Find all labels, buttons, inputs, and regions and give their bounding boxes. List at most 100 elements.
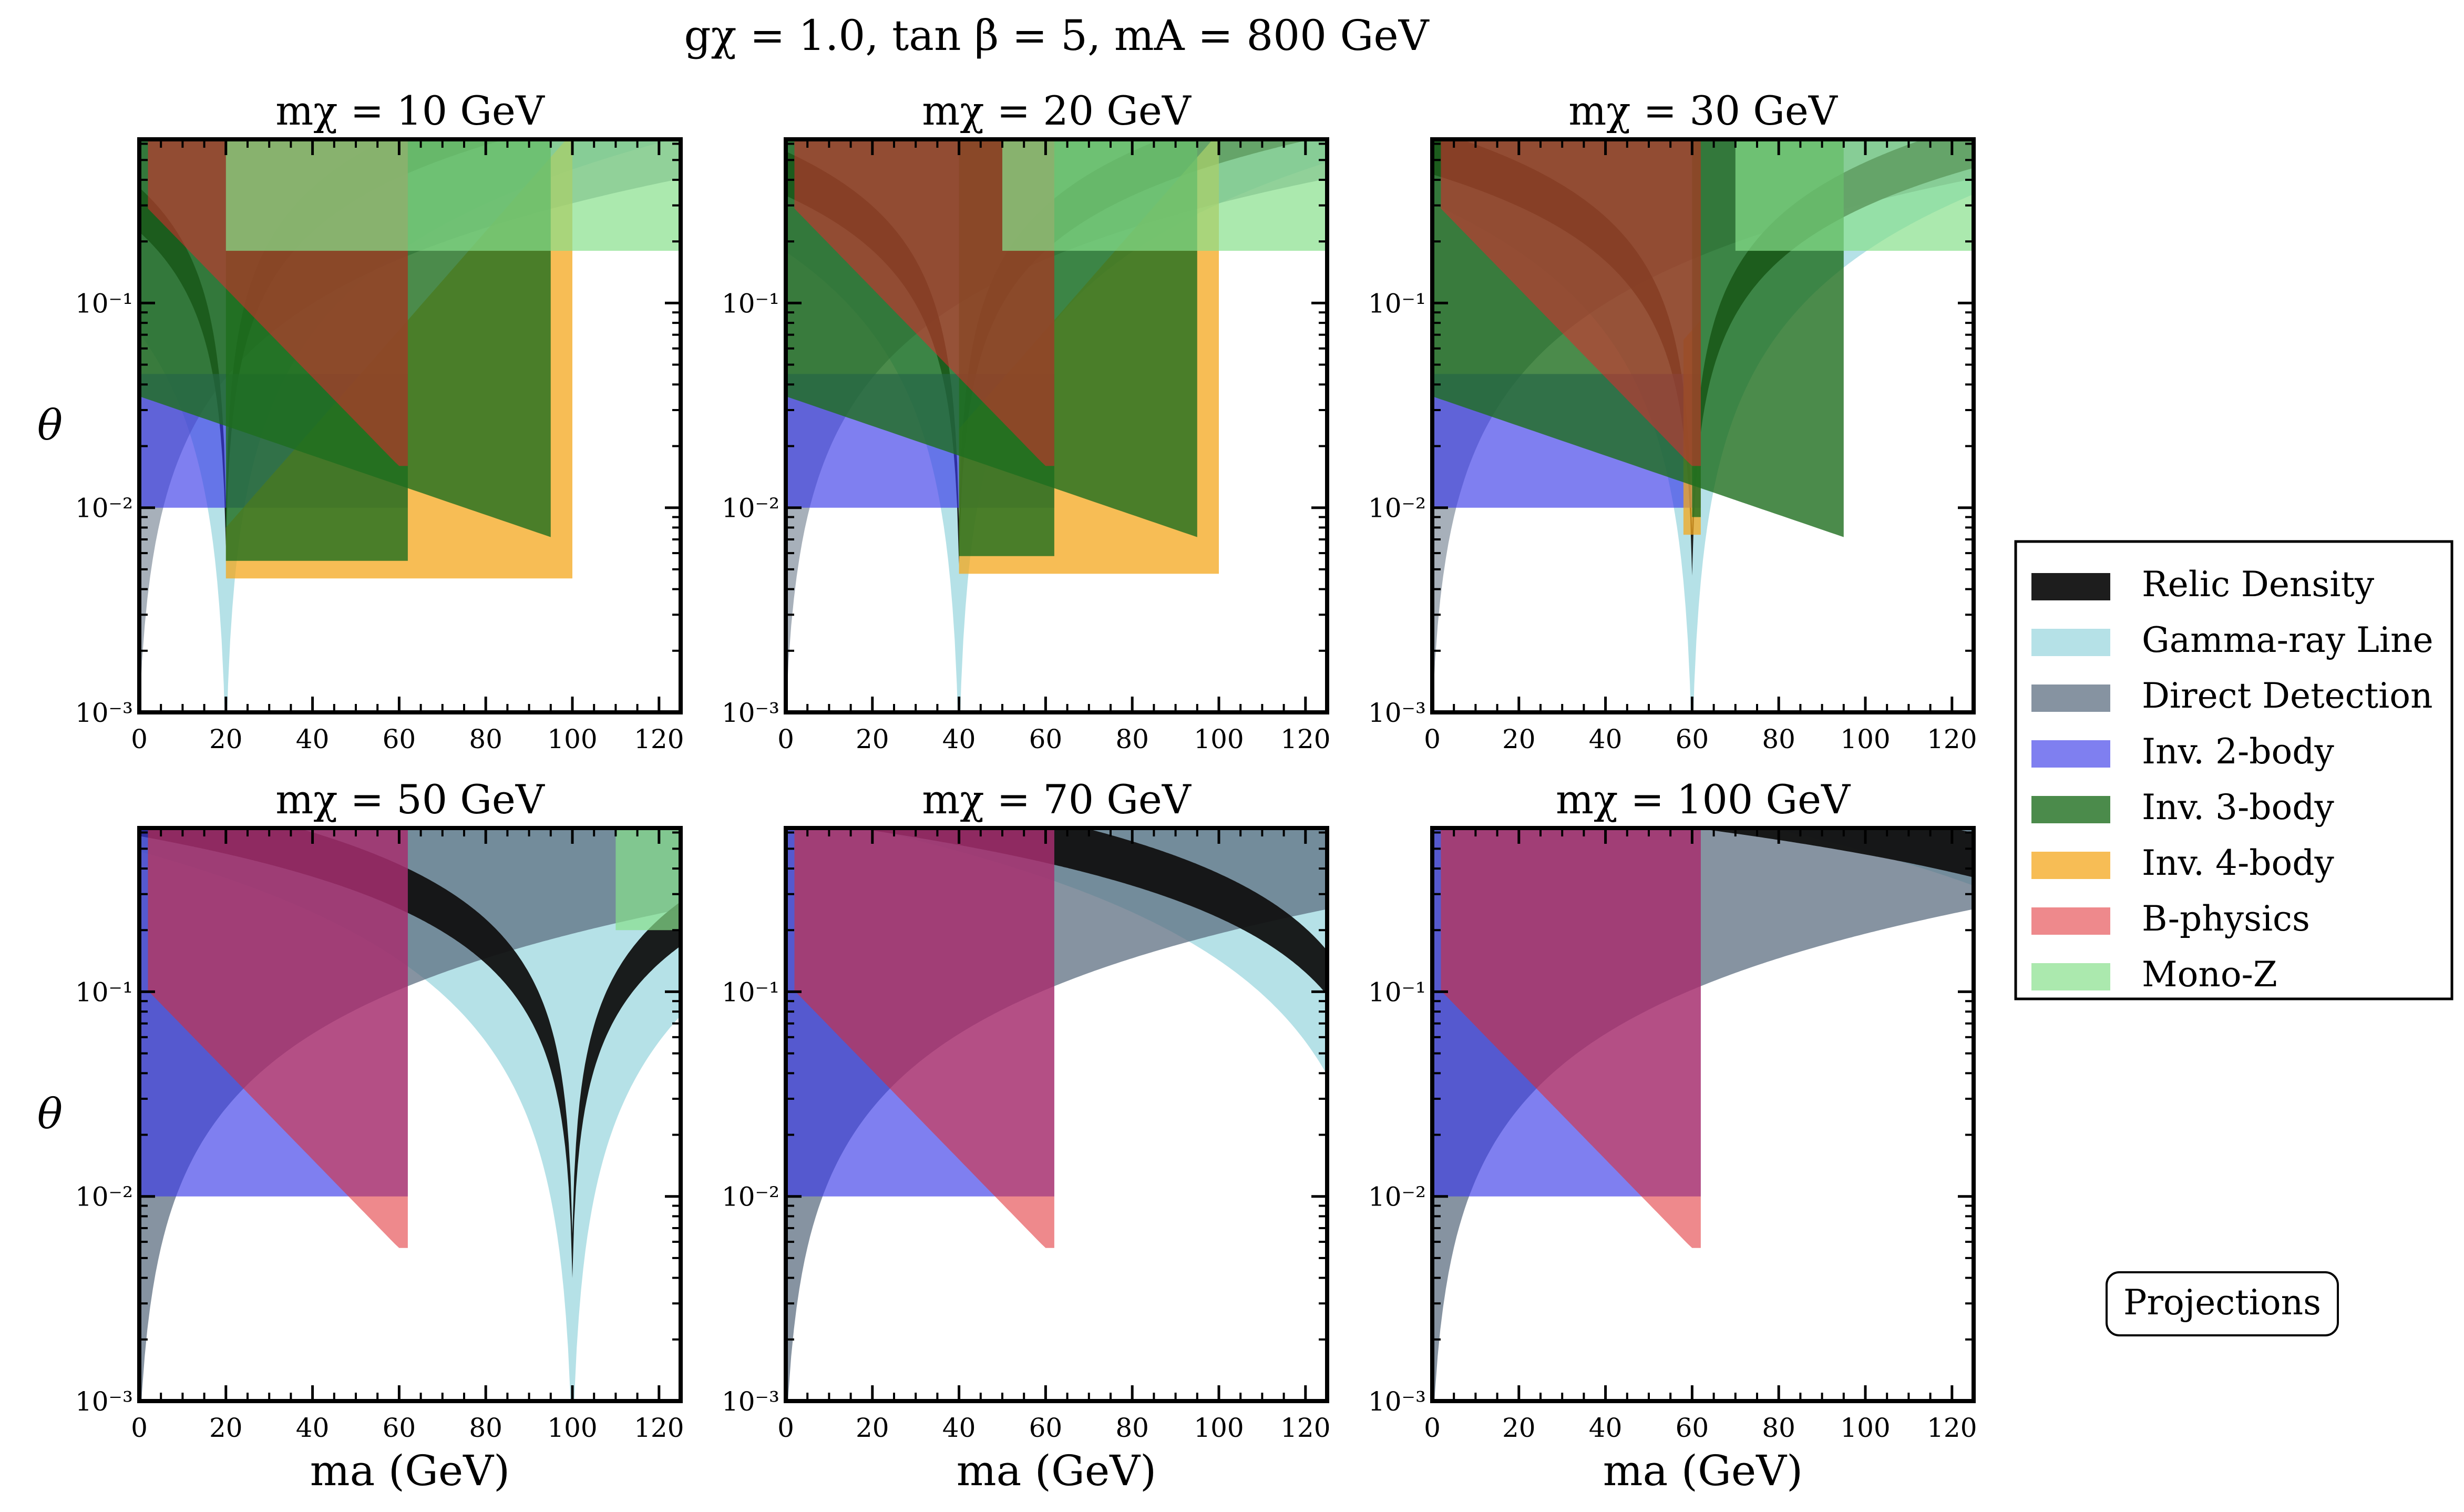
x-tick-label: 40: [1589, 724, 1623, 754]
y-tick-label: 10⁻³: [1368, 698, 1426, 728]
panel-title: mχ = 30 GeV: [1568, 87, 1838, 134]
x-tick-label: 40: [296, 724, 330, 754]
legend-entry-inv4: Inv. 4-body: [2031, 843, 2335, 883]
y-ticks: 10⁻³ 10⁻² 10⁻¹: [722, 831, 1327, 1417]
legend-entry-bphys: B-physics: [2031, 898, 2310, 939]
plot-area: [1432, 139, 1974, 712]
x-axis-label: ma (GeV): [1603, 1446, 1803, 1495]
legend-swatch: [2031, 685, 2110, 712]
y-tick-label: 10⁻¹: [75, 977, 133, 1007]
plot-area: [1432, 828, 1974, 1401]
y-axis-label: θ: [37, 401, 63, 449]
y-tick-label: 10⁻³: [75, 1386, 133, 1417]
y-tick-label: 10⁻¹: [1368, 977, 1426, 1007]
x-tick-label: 80: [469, 724, 502, 754]
b-physics-region: [794, 139, 1054, 466]
panel-title: mχ = 20 GeV: [922, 87, 1192, 134]
legend-entry-gamma: Gamma-ray Line: [2031, 620, 2434, 660]
x-tick-label: 60: [1029, 1413, 1063, 1443]
x-tick-label: 80: [1762, 1413, 1795, 1443]
x-tick-label: 60: [1676, 1413, 1709, 1443]
legend-entry-inv3: Inv. 3-body: [2031, 787, 2335, 827]
x-tick-label: 120: [634, 724, 684, 754]
x-tick-label: 80: [1115, 1413, 1149, 1443]
plot-area: [139, 139, 681, 712]
y-tick-label: 10⁻²: [75, 493, 133, 524]
legend: Relic Density Gamma-ray Line Direct Detect…: [2014, 540, 2453, 1000]
x-tick-label: 0: [777, 1413, 794, 1443]
x-tick-label: 0: [131, 724, 148, 754]
x-tick-label: 40: [942, 1413, 976, 1443]
legend-swatch: [2031, 573, 2110, 600]
x-tick-label: 60: [1029, 724, 1063, 754]
gamma-ray-line-region: [139, 828, 681, 1401]
legend-entry-direct: Direct Detection: [2031, 676, 2433, 716]
x-tick-label: 60: [383, 1413, 416, 1443]
b-physics-region: [1441, 828, 1701, 1248]
x-tick-label: 80: [1115, 724, 1149, 754]
panel-title: mχ = 100 GeV: [1556, 776, 1851, 823]
x-axis-label: ma (GeV): [957, 1446, 1156, 1495]
x-tick-label: 120: [1280, 724, 1330, 754]
x-tick-label: 120: [1927, 724, 1977, 754]
panel-title: mχ = 50 GeV: [275, 776, 545, 823]
x-tick-label: 20: [856, 1413, 889, 1443]
y-ticks: 10⁻³ 10⁻² 10⁻¹: [75, 142, 681, 728]
legend-label: Relic Density: [2142, 564, 2375, 605]
projections-note: Projections: [2106, 1271, 2339, 1336]
panel-50: 0 20 40 60 80 100 120 10⁻³ 10⁻² 10⁻¹ mχ = 50 GeV ma…: [37, 776, 684, 1495]
panel-10: 0 20 40 60 80 100 120 10⁻³ 10⁻² 10⁻¹ mχ = 10 GeV θ: [37, 87, 684, 754]
x-ticks: 0 20 40 60 80 100 120: [777, 139, 1331, 754]
x-tick-label: 100: [1840, 724, 1890, 754]
y-tick-label: 10⁻¹: [722, 977, 779, 1007]
x-tick-label: 20: [209, 1413, 243, 1443]
axes-frame: [137, 137, 683, 714]
x-tick-label: 0: [1424, 724, 1441, 754]
x-tick-label: 0: [777, 724, 794, 754]
legend-entry-monoz: Mono-Z: [2031, 954, 2277, 995]
plot-area: [139, 828, 681, 1401]
y-tick-label: 10⁻³: [722, 698, 779, 728]
y-tick-label: 10⁻³: [75, 698, 133, 728]
legend-label: Inv. 4-body: [2142, 843, 2335, 883]
x-tick-label: 20: [209, 724, 243, 754]
y-tick-label: 10⁻²: [1368, 493, 1426, 524]
y-ticks: 10⁻³ 10⁻² 10⁻¹: [1368, 831, 1974, 1417]
y-ticks: 10⁻³ 10⁻² 10⁻¹: [1368, 142, 1974, 728]
legend-swatch: [2031, 740, 2110, 768]
projections-note-text: Projections: [2123, 1282, 2321, 1323]
panel-title: mχ = 70 GeV: [922, 776, 1192, 823]
plot-area: [786, 828, 1327, 1401]
y-tick-label: 10⁻³: [1368, 1386, 1426, 1417]
x-tick-label: 80: [1762, 724, 1795, 754]
legend-entry-inv2: Inv. 2-body: [2031, 731, 2335, 772]
x-tick-label: 40: [1589, 1413, 1623, 1443]
x-tick-label: 120: [1280, 1413, 1330, 1443]
panel-20: 0 20 40 60 80 100 120 10⁻³ 10⁻² 10⁻¹ mχ = 20 GeV: [722, 87, 1331, 754]
mono-z-region: [1735, 139, 1974, 251]
relic-density-band: [856, 828, 1327, 995]
legend-swatch: [2031, 852, 2110, 879]
x-axis-label: ma (GeV): [310, 1446, 510, 1495]
y-tick-label: 10⁻²: [75, 1182, 133, 1212]
legend-swatch: [2031, 963, 2110, 990]
mono-z-region: [225, 139, 681, 251]
axes-frame: [137, 826, 683, 1403]
legend-swatch: [2031, 907, 2110, 935]
x-ticks: 0 20 40 60 80 100 120: [1424, 828, 1977, 1443]
x-tick-label: 20: [1502, 724, 1536, 754]
legend-label: Inv. 2-body: [2142, 731, 2335, 772]
x-tick-label: 120: [1927, 1413, 1977, 1443]
y-axis-label: θ: [37, 1089, 63, 1138]
y-tick-label: 10⁻²: [722, 1182, 779, 1212]
legend-label: Inv. 3-body: [2142, 787, 2335, 827]
axes-frame: [784, 137, 1329, 714]
axes-frame: [1430, 137, 1976, 714]
legend-label: Direct Detection: [2142, 676, 2433, 716]
panel-70: 0 20 40 60 80 100 120 10⁻³ 10⁻² 10⁻¹ mχ = 70 GeV ma…: [722, 776, 1331, 1495]
panel-30: 0 20 40 60 80 100 120 10⁻³ 10⁻² 10⁻¹ mχ = 30 GeV: [1368, 87, 1977, 754]
y-ticks: 10⁻³ 10⁻² 10⁻¹: [75, 831, 681, 1417]
x-ticks: 0 20 40 60 80 100 120: [1424, 139, 1977, 754]
x-tick-label: 20: [856, 724, 889, 754]
